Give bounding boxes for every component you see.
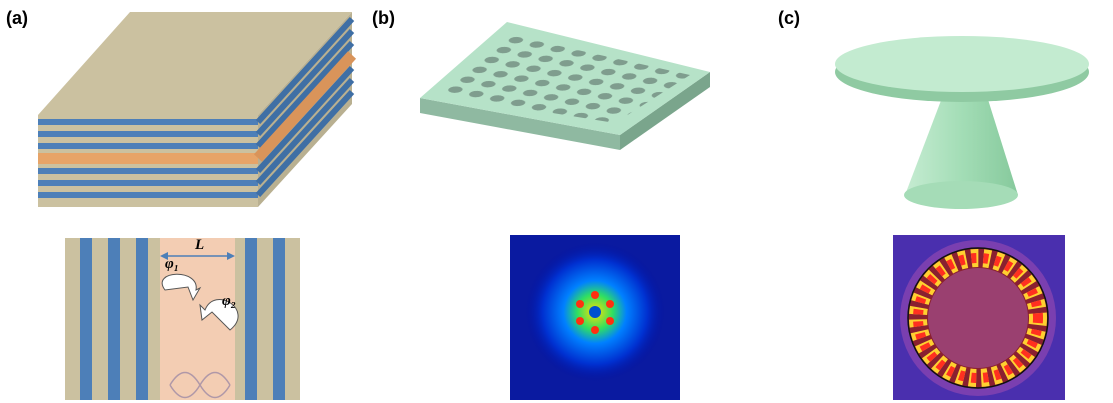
whispering-gallery-mode xyxy=(893,235,1065,400)
panel-label: (b) xyxy=(372,8,395,28)
annotation: φ₂ xyxy=(222,293,236,309)
annotation: L xyxy=(194,237,204,253)
panel-label: (c) xyxy=(778,8,800,28)
multilayer-stack xyxy=(38,12,352,207)
panel-label: (a) xyxy=(6,8,28,28)
annotation: φ₁ xyxy=(165,256,179,272)
field-pattern xyxy=(510,235,680,400)
microdisk xyxy=(835,36,1089,209)
figure: (a) L φ₁ φ₂ (b) xyxy=(0,0,1113,403)
photonic-crystal-slab xyxy=(420,22,710,150)
cavity-diagram: L φ₁ φ₂ xyxy=(65,237,300,400)
